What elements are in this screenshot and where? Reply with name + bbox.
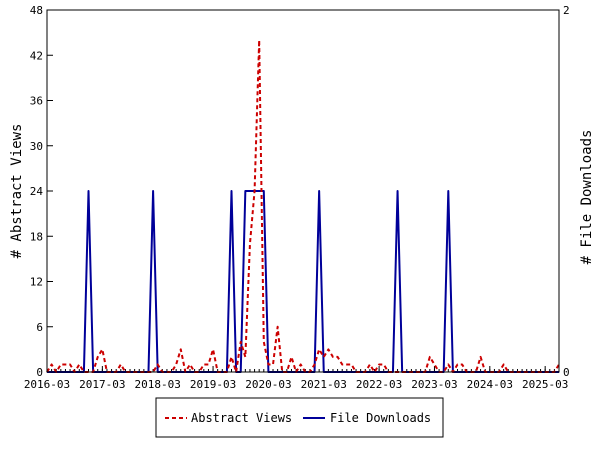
y-axis: 0 6 12 18 24 30 36 42 48 [30, 4, 53, 379]
y-tick-label: 48 [30, 4, 43, 17]
plot-frame [46, 9, 560, 373]
legend-label-abstract-views: Abstract Views [191, 411, 292, 425]
y2-tick-label: 0 [563, 366, 570, 379]
y-tick-label: 36 [30, 95, 43, 108]
x-tick-label: 2025-03 [522, 378, 568, 391]
legend-label-file-downloads: File Downloads [330, 411, 431, 425]
x-tick-label: 2020-03 [245, 378, 291, 391]
x-tick-label: 2022-03 [356, 378, 402, 391]
x-tick-label: 2024-03 [467, 378, 513, 391]
y-tick-label: 6 [36, 321, 43, 334]
x-tick-label: 2023-03 [411, 378, 457, 391]
x-tick-label: 2019-03 [190, 378, 236, 391]
y-tick-label: 42 [30, 49, 43, 62]
legend-box [155, 397, 444, 438]
x-tick-label: 2021-03 [301, 378, 347, 391]
x-tick-label: 2018-03 [135, 378, 181, 391]
y-tick-label: 24 [30, 185, 44, 198]
y-axis-title: # Abstract Views [9, 124, 25, 259]
y-tick-label: 12 [30, 276, 43, 289]
y-tick-label: 0 [36, 366, 43, 379]
x-tick-label: 2017-03 [79, 378, 125, 391]
legend: Abstract Views File Downloads [155, 397, 444, 438]
x-tick-label: 2016-03 [24, 378, 70, 391]
y-tick-label: 30 [30, 140, 43, 153]
y-tick-label: 18 [30, 230, 43, 243]
y2-tick-label: 2 [563, 4, 570, 17]
y2-axis-title: # File Downloads [579, 130, 595, 265]
